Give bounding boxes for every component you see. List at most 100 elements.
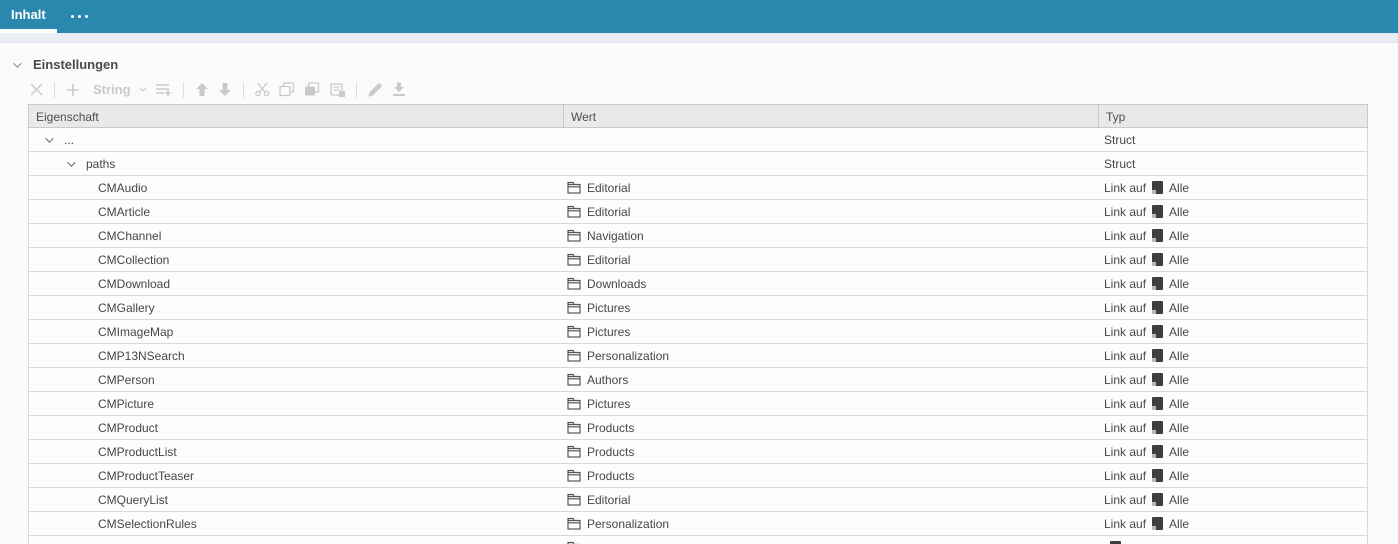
content-type-icon [1152,181,1164,194]
type-cell: Link auf Alle [1097,325,1367,339]
dot-icon [77,15,81,18]
table-row[interactable]: CMGallery Pictures Link auf Alle [29,296,1367,320]
add-list-icon[interactable] [155,82,172,97]
type-cell: Link auf Alle [1097,349,1367,363]
folder-name: Editorial [587,204,631,219]
property-name: CMPerson [98,372,155,387]
move-down-icon[interactable] [218,82,232,97]
type-cell: Link auf Alle [1097,373,1367,387]
folder-name: Editorial [587,492,631,507]
type-cell: Link auf Alle [1097,205,1367,219]
table-row[interactable]: CMDownload Downloads Link auf Alle [29,272,1367,296]
table-row[interactable]: CMProductTeaser Products Link auf Alle [29,464,1367,488]
table-row[interactable]: CMArticle Editorial Link auf Alle [29,200,1367,224]
property-cell: CMSelectionRules [29,517,562,531]
property-name: CMProductList [98,444,177,459]
table-row[interactable]: paths Struct [29,152,1367,176]
value-cell: Downloads [562,277,1097,291]
cut-icon[interactable] [254,82,270,97]
type-cell: Link auf Alle [1097,229,1367,243]
type-link: Link auf Alle [1104,229,1189,243]
table-row[interactable]: CMProductList Products Link auf Alle [29,440,1367,464]
content-type-icon [1152,469,1164,482]
paste-icon[interactable] [304,82,320,97]
table-row[interactable] [29,536,1367,544]
property-name: CMImageMap [98,324,174,339]
content-type-icon [1152,325,1164,338]
delete-icon[interactable] [30,83,43,96]
property-name: CMCollection [98,252,170,267]
add-icon[interactable] [66,83,80,97]
copy-icon[interactable] [278,82,295,97]
type-link-prefix: Link auf [1104,324,1147,339]
type-link-prefix: Link auf [1104,420,1147,435]
column-header-wert[interactable]: Wert [563,105,1098,127]
column-header-eigenschaft[interactable]: Eigenschaft [36,110,99,124]
table-row[interactable]: CMAudio Editorial Link auf Alle [29,176,1367,200]
folder-name: Pictures [587,324,631,339]
value-cell: Authors [562,373,1097,387]
table-row[interactable]: CMP13NSearch Personalization Link auf Al… [29,344,1367,368]
toolbar-separator [355,81,357,98]
property-cell: ... [29,133,562,147]
property-name: CMProductTeaser [98,468,195,483]
folder-name: Authors [587,372,629,387]
content-type-icon [1152,445,1164,458]
type-link-suffix: Alle [1169,276,1190,291]
chevron-down-icon[interactable] [45,133,54,143]
property-name: ... [64,132,75,147]
type-link-suffix: Alle [1169,228,1190,243]
type-link: Link auf Alle [1104,373,1189,387]
table-row[interactable]: CMPerson Authors Link auf Alle [29,368,1367,392]
type-link-suffix: Alle [1169,420,1190,435]
table-row[interactable]: CMProduct Products Link auf Alle [29,416,1367,440]
table-row[interactable]: ... Struct [29,128,1367,152]
tab-inhalt[interactable]: Inhalt [0,0,57,33]
type-link-suffix: Alle [1169,300,1190,315]
type-link-prefix: Link auf [1104,180,1147,195]
property-cell: paths [29,157,562,171]
type-link [1104,541,1127,544]
folder-icon [567,445,581,458]
paste-special-icon[interactable] [329,82,345,97]
folder-name: Products [587,444,635,459]
collapse-section-icon[interactable] [13,58,22,68]
property-name: CMPicture [98,396,155,411]
type-select-dropdown[interactable]: String [93,82,147,97]
type-cell: Link auf Alle [1097,445,1367,459]
value-cell: Pictures [562,325,1097,339]
table-row[interactable]: CMSelectionRules Personalization Link au… [29,512,1367,536]
type-link-prefix: Link auf [1104,348,1147,363]
type-link-prefix: Link auf [1104,372,1147,387]
edit-icon[interactable] [367,82,383,97]
type-link-prefix: Link auf [1104,396,1147,411]
folder-icon [567,205,581,218]
folder-icon [567,277,581,290]
import-icon[interactable] [392,82,406,97]
type-link-suffix: Alle [1169,444,1190,459]
type-cell: Link auf Alle [1097,493,1367,507]
property-cell: CMPerson [29,373,562,387]
table-row[interactable]: CMQueryList Editorial Link auf Alle [29,488,1367,512]
table-row[interactable]: CMChannel Navigation Link auf Alle [29,224,1367,248]
table-row[interactable]: CMPicture Pictures Link auf Alle [29,392,1367,416]
table-row[interactable]: CMCollection Editorial Link auf Alle [29,248,1367,272]
chevron-down-icon[interactable] [67,157,76,167]
more-tabs-button[interactable] [57,0,102,33]
property-cell: CMDownload [29,277,562,291]
type-link-prefix: Link auf [1104,228,1147,243]
type-link-prefix: Link auf [1104,516,1147,531]
value-cell: Personalization [562,517,1097,531]
property-cell: CMArticle [29,205,562,219]
move-up-icon[interactable] [195,82,209,97]
type-link: Link auf Alle [1104,349,1189,363]
column-header-typ[interactable]: Typ [1098,105,1367,127]
type-cell: Struct [1097,133,1367,147]
tab-bar: Inhalt [0,0,1398,33]
table-row[interactable]: CMImageMap Pictures Link auf Alle [29,320,1367,344]
type-cell [1097,541,1367,544]
type-cell: Link auf Alle [1097,253,1367,267]
type-link-suffix: Alle [1169,396,1190,411]
toolbar-separator [54,81,55,98]
dot-icon [84,15,88,18]
